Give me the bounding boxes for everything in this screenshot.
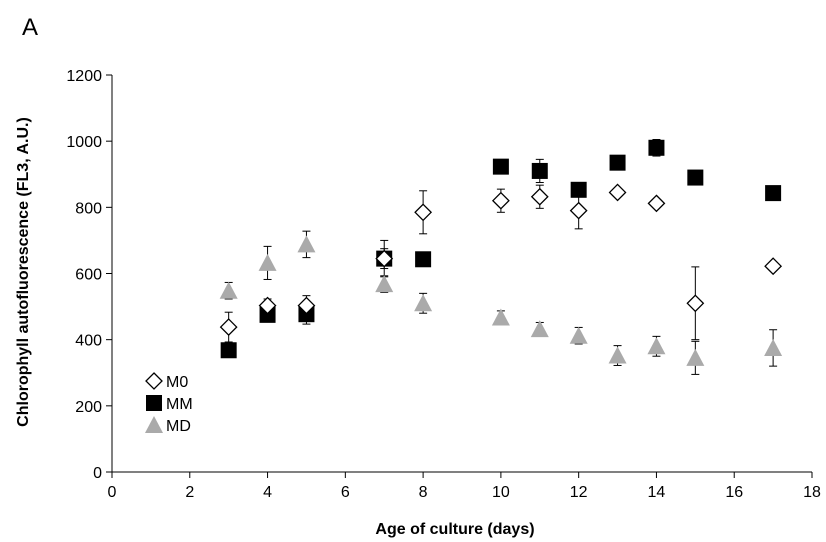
y-axis-title: Chlorophyll autofluorescence (FL3, A.U.) (15, 117, 32, 427)
point-m0 (219, 318, 238, 337)
legend-marker-md (145, 416, 163, 433)
x-tick-label: 6 (341, 484, 350, 501)
point-md (530, 320, 549, 338)
point-md (297, 235, 316, 253)
point-mm (220, 342, 237, 359)
y-tick-label: 400 (75, 333, 102, 350)
point-md (219, 281, 238, 299)
point-mm (492, 158, 509, 175)
x-tick-label: 14 (648, 484, 666, 501)
legend-label-mm: MM (166, 396, 193, 413)
data-points (219, 139, 783, 366)
point-m0 (414, 203, 433, 222)
point-m0 (608, 183, 627, 202)
point-mm (570, 181, 587, 198)
legend-label-m0: M0 (166, 374, 188, 391)
point-mm (765, 185, 782, 202)
point-mm (531, 162, 548, 179)
y-tick-label: 0 (93, 465, 102, 482)
y-tick-label: 1200 (66, 68, 102, 85)
x-tick-label: 10 (492, 484, 510, 501)
point-m0 (297, 296, 316, 315)
point-mm (648, 139, 665, 156)
point-md (375, 275, 394, 293)
point-mm (609, 154, 626, 171)
point-m0 (569, 201, 588, 220)
point-md (686, 348, 705, 366)
x-tick-label: 12 (570, 484, 588, 501)
point-m0 (258, 296, 277, 315)
point-md (764, 338, 783, 356)
y-tick-label: 1000 (66, 134, 102, 151)
point-mm (687, 169, 704, 186)
x-axis-title: Age of culture (days) (375, 521, 534, 538)
panel-label: A (22, 14, 39, 41)
x-tick-label: 18 (803, 484, 821, 501)
point-m0 (530, 187, 549, 206)
y-tick-label: 200 (75, 399, 102, 416)
x-tick-label: 8 (419, 484, 428, 501)
point-m0 (686, 294, 705, 313)
x-tick-label: 4 (263, 484, 272, 501)
x-tick-label: 0 (108, 484, 117, 501)
point-m0 (647, 194, 666, 213)
point-mm (259, 306, 276, 323)
legend-marker-m0 (145, 372, 163, 390)
point-md (569, 326, 588, 344)
point-md (414, 294, 433, 312)
point-m0 (375, 249, 394, 268)
x-tick-label: 16 (725, 484, 743, 501)
legend-marker-mm (146, 395, 162, 411)
y-tick-label: 600 (75, 267, 102, 284)
point-md (258, 253, 277, 271)
point-md (491, 308, 510, 326)
axes: 0 200 400 600 800 1000 1200 0 2 4 6 8 10 12 14 16 18 (66, 68, 821, 501)
point-m0 (491, 191, 510, 210)
point-md (647, 337, 666, 355)
point-mm (415, 251, 432, 268)
y-tick-label: 800 (75, 200, 102, 217)
legend-label-md: MD (166, 418, 191, 435)
point-md (608, 346, 627, 364)
point-m0 (764, 257, 783, 276)
x-tick-label: 2 (185, 484, 194, 501)
legend: M0 MM MD (145, 372, 193, 435)
